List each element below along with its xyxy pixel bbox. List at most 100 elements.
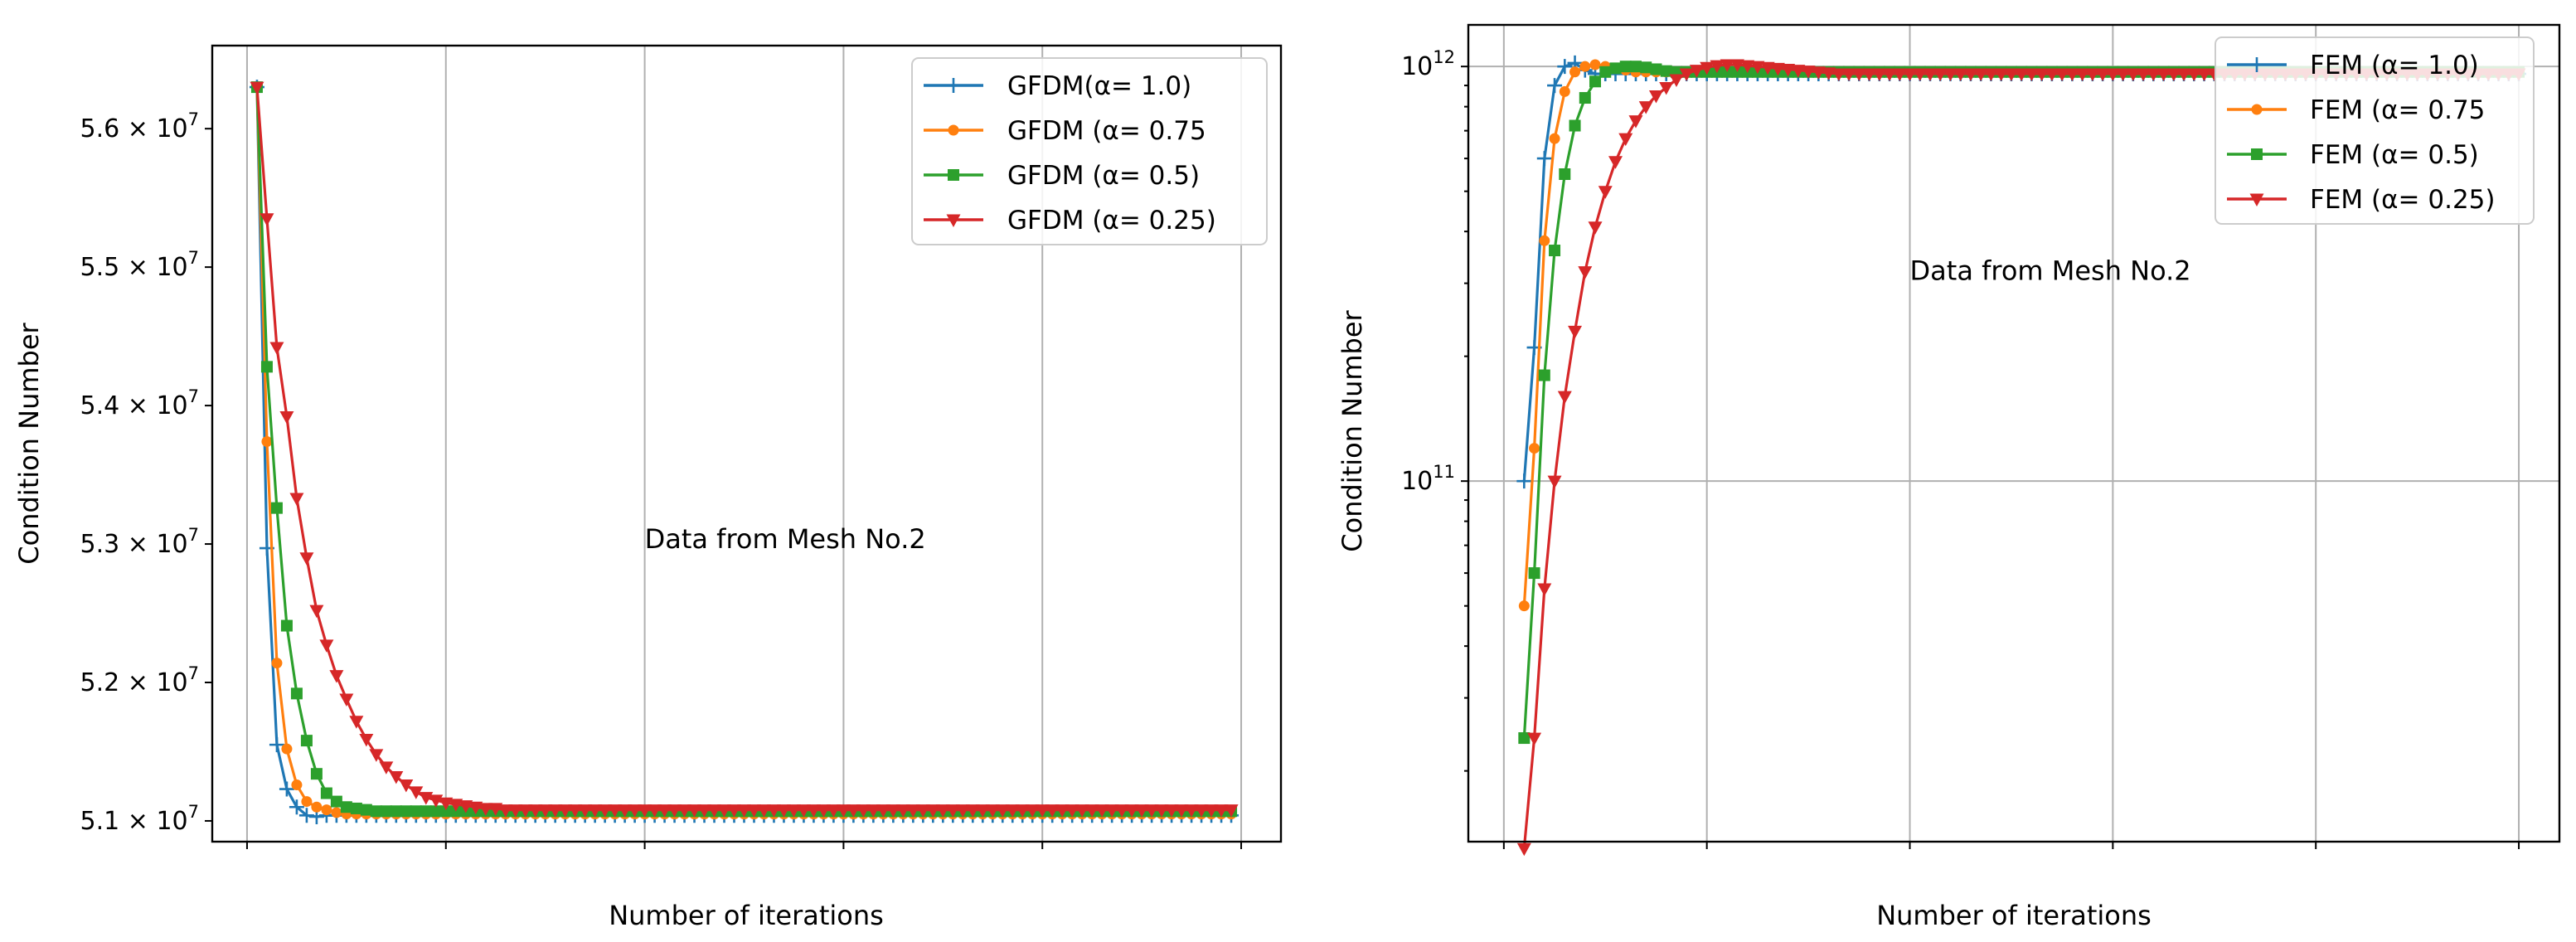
- left-axes-frame: [211, 44, 1283, 843]
- right-legend-label: FEM (α= 0.25): [2310, 185, 2496, 215]
- left-data-point: [449, 799, 463, 812]
- right-data-point: [1549, 133, 1560, 144]
- left-data-point: [648, 804, 662, 818]
- right-legend-swatch-marker: [2251, 104, 2263, 115]
- left-data-point: [360, 804, 372, 816]
- right-legend-label: FEM (α= 0.75: [2310, 95, 2485, 125]
- right-axes-frame: [1467, 23, 2561, 843]
- left-data-point: [568, 804, 583, 818]
- right-data-point: [2166, 68, 2181, 82]
- left-data-point: [1134, 804, 1149, 818]
- right-data-point: [1689, 65, 1704, 78]
- right-data-point: [1760, 61, 1775, 75]
- left-data-point: [925, 804, 940, 818]
- right-data-point: [1527, 732, 1542, 746]
- right-data-point: [1528, 567, 1540, 580]
- left-data-point: [707, 804, 722, 818]
- right-chart: 1011 1012 Number of iterations Condition …: [1337, 23, 2561, 931]
- left-data-point: [1065, 804, 1079, 818]
- right-data-point: [1608, 156, 1623, 169]
- left-data-point: [370, 805, 382, 818]
- left-data-point: [508, 804, 523, 818]
- right-data-point: [1579, 61, 1591, 72]
- right-data-point: [1943, 68, 1957, 82]
- right-y-axis-label: Condition Number: [1337, 309, 1368, 551]
- right-data-point: [1720, 59, 1734, 73]
- left-data-point: [1174, 804, 1189, 818]
- right-data-point: [1903, 68, 1918, 82]
- left-data-point: [756, 804, 771, 818]
- left-data-point: [1015, 804, 1030, 818]
- right-data-point: [1578, 266, 1593, 279]
- left-data-point: [379, 761, 394, 774]
- left-data-point: [816, 804, 831, 818]
- right-data-point: [1557, 391, 1572, 405]
- left-data-point: [836, 804, 851, 818]
- left-data-point: [945, 804, 960, 818]
- left-data-point: [261, 435, 273, 447]
- right-data-point: [1963, 68, 1978, 82]
- left-data-point: [350, 802, 362, 814]
- right-data-point: [2064, 68, 2079, 82]
- right-data-point: [2116, 68, 2131, 82]
- left-y-tick-label: 5.5 × 107: [80, 248, 199, 282]
- left-data-point: [1104, 804, 1119, 818]
- left-data-point: [291, 779, 303, 791]
- left-data-point: [270, 502, 283, 514]
- left-data-point: [321, 804, 332, 816]
- left-data-point: [1075, 804, 1089, 818]
- right-data-point: [1588, 221, 1603, 235]
- left-data-point: [955, 804, 970, 818]
- left-data-point: [935, 804, 950, 818]
- left-data-point: [588, 804, 603, 818]
- left-data-point: [687, 804, 702, 818]
- left-data-point: [1035, 804, 1050, 818]
- right-data-point: [1538, 369, 1550, 381]
- right-x-axis-label: Number of iterations: [1876, 900, 2152, 931]
- left-data-point: [340, 801, 352, 813]
- left-data-point: [301, 796, 313, 808]
- left-data-point: [727, 804, 742, 818]
- left-data-point: [657, 804, 672, 818]
- left-legend-box: [911, 57, 1268, 245]
- left-data-point: [737, 804, 752, 818]
- right-legend-label: FEM (α= 0.5): [2310, 140, 2479, 170]
- left-data-point: [905, 804, 920, 818]
- left-data-point: [885, 804, 900, 818]
- right-data-point: [2105, 68, 2120, 82]
- right-data-point: [1770, 62, 1785, 76]
- right-data-point: [2045, 68, 2059, 82]
- right-data-point: [2095, 68, 2110, 82]
- left-data-point: [1154, 804, 1169, 818]
- left-data-point: [280, 619, 293, 632]
- left-legend-swatch-marker: [948, 169, 959, 181]
- right-data-point: [1539, 235, 1550, 246]
- left-data-point: [300, 735, 313, 747]
- left-data-point: [1025, 804, 1040, 818]
- right-x-ticks: [1502, 842, 2520, 849]
- right-y-ticks: 1011 1012: [1401, 47, 1468, 772]
- left-data-point: [339, 693, 354, 707]
- right-data-point: [1516, 842, 1531, 857]
- left-data-point: [390, 805, 402, 818]
- right-data-point: [1648, 90, 1663, 104]
- left-legend-swatch-marker: [946, 78, 961, 93]
- right-data-point: [1750, 61, 1765, 75]
- right-data-point: [1882, 68, 1897, 82]
- left-data-point: [677, 804, 692, 818]
- left-data-point: [409, 786, 424, 799]
- left-data-point: [369, 749, 384, 762]
- left-data-point: [558, 804, 573, 818]
- left-data-point: [260, 213, 274, 226]
- left-data-point: [1124, 804, 1139, 818]
- left-legend-label: GFDM (α= 0.5): [1007, 161, 1200, 191]
- left-data-point: [458, 800, 473, 813]
- left-data-point: [290, 687, 303, 700]
- right-data-point: [1831, 68, 1846, 82]
- right-data-point: [1518, 732, 1531, 745]
- right-data-point: [1640, 61, 1652, 74]
- left-data-point: [359, 733, 374, 747]
- left-data-point: [439, 797, 454, 811]
- left-data-point: [488, 803, 503, 816]
